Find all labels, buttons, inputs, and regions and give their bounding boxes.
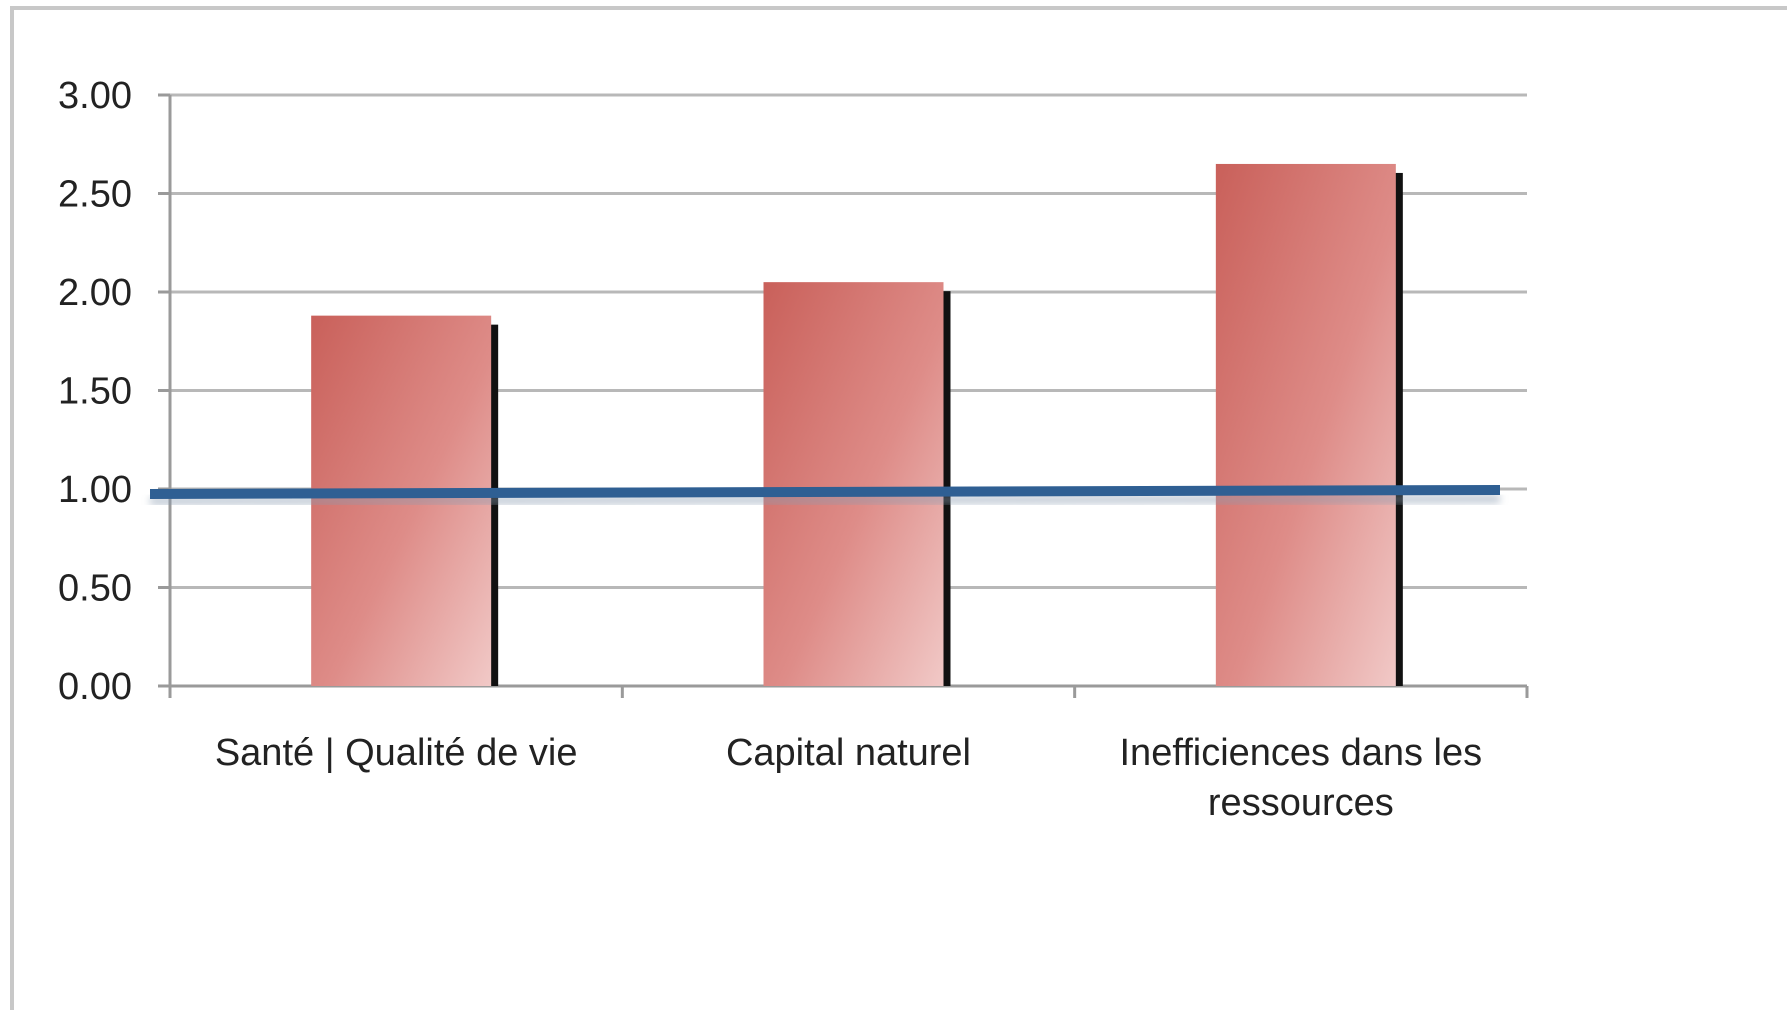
y-tick-label: 1.00 (58, 469, 132, 511)
chart-frame (10, 6, 1787, 1010)
y-tick-label: 2.00 (58, 272, 132, 314)
x-category-label: ressources (1208, 782, 1394, 824)
y-tick-label: 1.50 (58, 371, 132, 413)
reference-line-shadow (149, 494, 1501, 505)
x-category-labels: Santé | Qualité de vie Capital naturel Ine… (215, 732, 1482, 824)
bar-shadow (489, 324, 499, 686)
bar-shadow (1393, 172, 1403, 686)
y-tick-label: 2.50 (58, 174, 132, 216)
y-tick-label: 0.50 (58, 568, 132, 610)
x-category-label: Santé | Qualité de vie (215, 732, 578, 774)
x-category-label: Inefficiences dans les (1120, 732, 1483, 774)
bar (763, 282, 944, 686)
reference-line-group (149, 484, 1501, 505)
x-category-label: Capital naturel (726, 732, 971, 774)
reference-line (149, 484, 1501, 499)
bar (1215, 163, 1396, 686)
y-tick-label: 3.00 (58, 75, 132, 117)
y-tick-label: 0.00 (58, 666, 132, 708)
bars (311, 163, 1403, 686)
y-tick-labels: 0.00 0.50 1.00 1.50 2.00 2.50 3.00 (58, 75, 132, 708)
